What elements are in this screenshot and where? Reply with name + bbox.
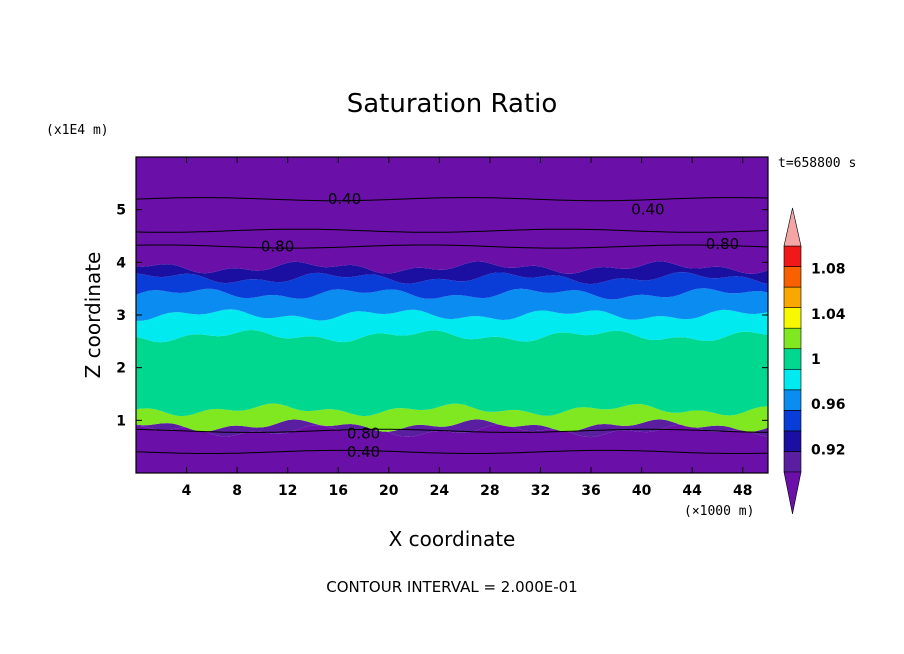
contour-label: 0.40 [347, 443, 380, 461]
colorbar-swatch [783, 307, 802, 329]
x-tick-label: 40 [632, 483, 652, 499]
colorbar-swatch [783, 389, 802, 411]
x-tick-label: 48 [733, 483, 752, 499]
contour-line [136, 244, 768, 249]
contour-label: 0.40 [631, 201, 664, 219]
y-tick-label: 4 [116, 255, 126, 271]
contour-label: 0.80 [261, 238, 294, 256]
colorbar-tick-label: 0.96 [811, 397, 846, 413]
y-tick-label: 1 [116, 413, 126, 429]
x-tick-label: 36 [581, 483, 600, 499]
y-tick-label: 3 [116, 308, 126, 324]
colorbar-swatch [783, 430, 802, 452]
x-tick-label: 8 [232, 483, 242, 499]
contour-label: 0.80 [706, 235, 739, 253]
colorbar-swatch [783, 451, 802, 473]
y-tick-label: 2 [116, 361, 126, 377]
x-axis-label: X coordinate [389, 527, 516, 551]
colorbar-tick-label: 1 [811, 352, 821, 368]
x-tick-label: 20 [379, 483, 399, 499]
contour-line [136, 228, 768, 233]
contour-line [136, 449, 768, 454]
contour-line [136, 197, 768, 202]
x-tick-label: 32 [531, 483, 550, 499]
contour-band [136, 261, 768, 285]
colorbar-swatch [783, 368, 802, 391]
x-axis-ticks: 4 8 12 16 20 24 28 32 36 40 44 48 [182, 157, 752, 499]
colorbar-tick-label: 1.08 [811, 262, 846, 278]
contour-band [136, 272, 768, 300]
colorbar-swatch [783, 410, 802, 432]
contour-band [136, 157, 768, 274]
y-tick-label: 5 [116, 203, 126, 219]
x-tick-label: 4 [182, 483, 192, 499]
contour-label: 0.80 [347, 425, 380, 443]
time-label: t=658800 s [778, 156, 856, 171]
y-unit-label: (x1E4 m) [46, 123, 109, 138]
contour-lines [136, 197, 768, 454]
x-tick-label: 24 [430, 483, 450, 499]
x-unit-label: (×1000 m) [684, 504, 754, 519]
contour-labels: 0.400.400.80 0.800.800.40 [261, 190, 739, 461]
colorbar-swatch [783, 245, 802, 267]
x-tick-label: 16 [328, 483, 347, 499]
contour-interval-footer: CONTOUR INTERVAL = 2.000E-01 [326, 578, 577, 596]
x-tick-label: 44 [682, 483, 702, 499]
x-tick-label: 28 [480, 483, 499, 499]
contour-band [136, 403, 768, 432]
colorbar: 0.92 0.96 1 1.04 1.08 [783, 207, 846, 515]
contour-label: 0.40 [328, 190, 361, 208]
colorbar-swatch [783, 327, 802, 350]
y-axis-label: Z coordinate [81, 252, 105, 379]
contour-band [136, 419, 768, 438]
colorbar-swatch [783, 348, 802, 370]
colorbar-swatch [783, 286, 802, 308]
colorbar-tick-label: 0.92 [811, 442, 846, 458]
contour-line [136, 428, 768, 433]
plot-area [136, 157, 768, 473]
contour-band [136, 288, 768, 321]
contour-band [136, 424, 768, 473]
contour-band [136, 309, 768, 343]
colorbar-under-triangle [783, 471, 802, 515]
contour-band [136, 330, 768, 417]
y-axis-ticks: 1 2 3 4 5 [116, 203, 768, 429]
colorbar-tick-label: 1.04 [811, 307, 846, 323]
colorbar-swatch [783, 266, 802, 288]
x-tick-label: 12 [278, 483, 297, 499]
colorbar-over-triangle [783, 207, 802, 247]
chart-title: Saturation Ratio [347, 89, 558, 119]
